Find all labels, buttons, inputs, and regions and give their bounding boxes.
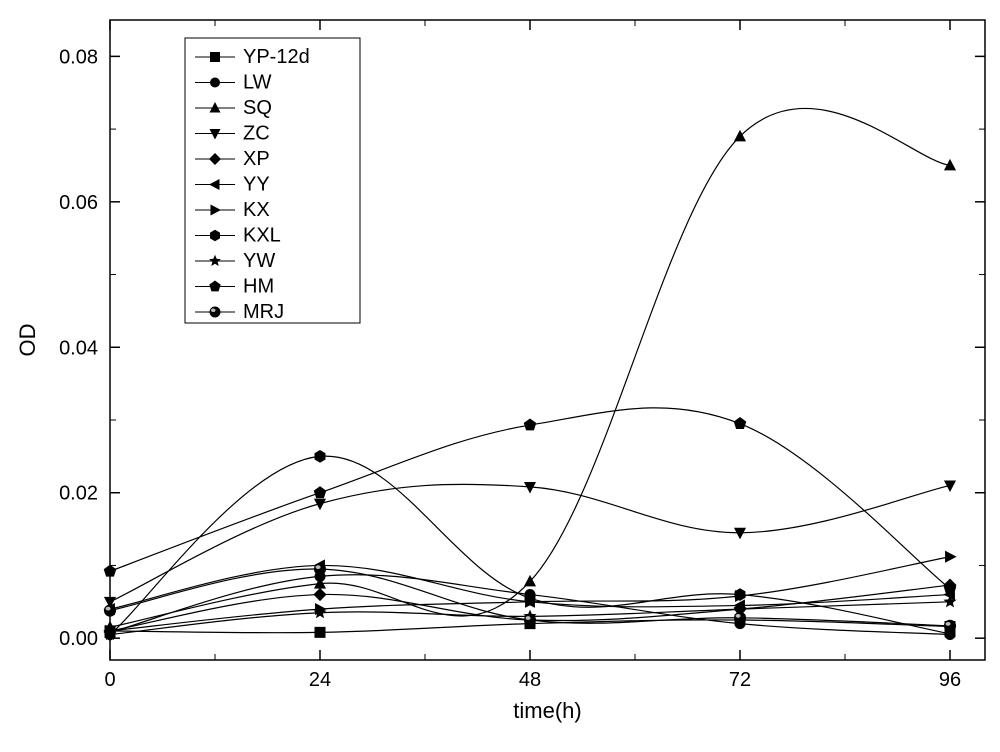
x-tick-label: 72 (729, 669, 751, 691)
legend-label: YP-12d (243, 46, 310, 68)
legend-label: XP (243, 148, 270, 170)
y-axis-label: OD (15, 324, 40, 357)
chart-container: 0 24 48 72 96 0.00 0.02 0.04 0.06 0.08 OD time(h) YP… (0, 0, 1000, 752)
x-tick-label: 48 (519, 669, 541, 691)
x-tick-label: 0 (104, 669, 115, 691)
legend-label: ZC (243, 123, 270, 145)
legend-label: YY (243, 174, 270, 196)
y-tick-label: 0.08 (59, 46, 98, 68)
legend: YP-12d LW SQ ZC XP YY KX KXL YW HM MRJ (185, 38, 360, 323)
y-tick-label: 0.06 (59, 192, 98, 214)
legend-label: SQ (243, 97, 272, 119)
x-tick-label: 24 (309, 669, 331, 691)
y-tick-label: 0.04 (59, 337, 98, 359)
x-axis-label: time(h) (513, 698, 581, 723)
y-tick-label: 0.00 (59, 628, 98, 650)
series-HM (104, 408, 957, 594)
legend-label: LW (243, 72, 272, 94)
legend-label: KX (243, 199, 270, 221)
line-chart: 0 24 48 72 96 0.00 0.02 0.04 0.06 0.08 OD time(h) YP… (0, 0, 1000, 752)
series-YY (103, 559, 955, 615)
x-tick-label: 96 (939, 669, 961, 691)
legend-label: KXL (243, 225, 281, 247)
y-tick-label: 0.02 (59, 483, 98, 505)
legend-label: HM (243, 276, 274, 298)
legend-label: YW (243, 250, 275, 272)
legend-label: MRJ (243, 301, 284, 323)
